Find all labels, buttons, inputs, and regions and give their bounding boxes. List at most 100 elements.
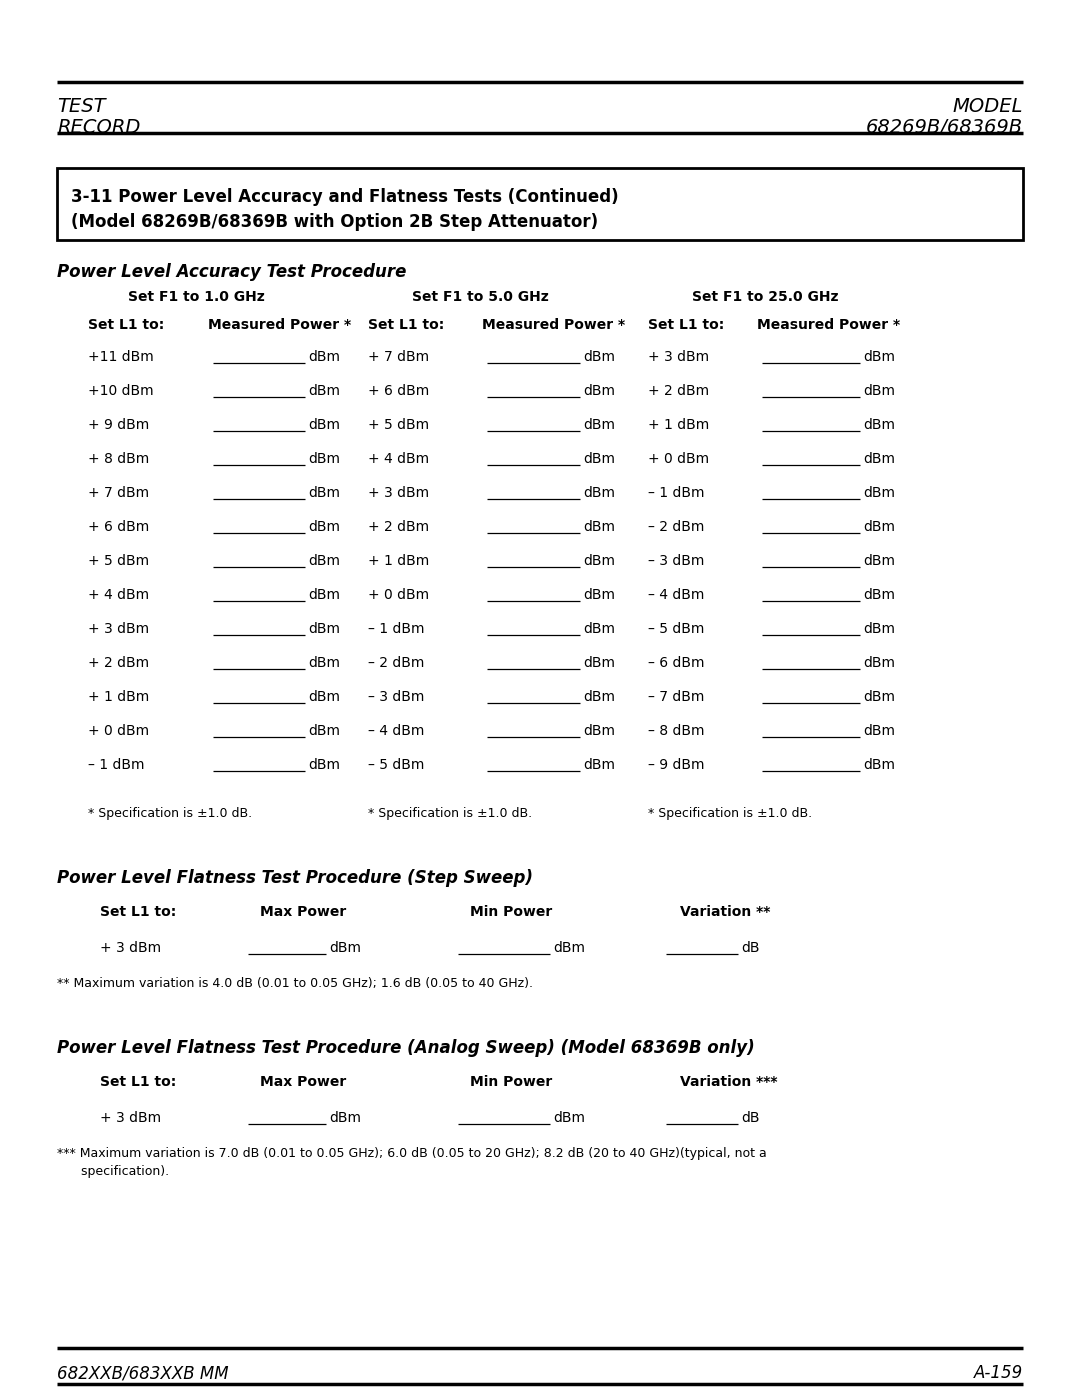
Text: dBm: dBm <box>583 622 615 636</box>
Text: + 2 dBm: + 2 dBm <box>368 520 429 534</box>
Text: dBm: dBm <box>863 418 895 432</box>
Text: * Specification is ±1.0 dB.: * Specification is ±1.0 dB. <box>87 807 252 820</box>
Text: 68269B/68369B: 68269B/68369B <box>866 117 1023 137</box>
Text: (Model 68269B/68369B with Option 2B Step Attenuator): (Model 68269B/68369B with Option 2B Step… <box>71 212 598 231</box>
Text: Power Level Accuracy Test Procedure: Power Level Accuracy Test Procedure <box>57 263 406 281</box>
Text: dBm: dBm <box>553 942 585 956</box>
Text: dBm: dBm <box>863 384 895 398</box>
Text: 682XXB/683XXB MM: 682XXB/683XXB MM <box>57 1363 229 1382</box>
Text: *** Maximum variation is 7.0 dB (0.01 to 0.05 GHz); 6.0 dB (0.05 to 20 GHz); 8.2: *** Maximum variation is 7.0 dB (0.01 to… <box>57 1147 767 1160</box>
Text: + 3 dBm: + 3 dBm <box>368 486 429 500</box>
Text: 3-11 Power Level Accuracy and Flatness Tests (Continued): 3-11 Power Level Accuracy and Flatness T… <box>71 189 619 205</box>
Text: Set F1 to 5.0 GHz: Set F1 to 5.0 GHz <box>411 291 549 305</box>
Text: Max Power: Max Power <box>260 1076 347 1090</box>
Text: Power Level Flatness Test Procedure (Step Sweep): Power Level Flatness Test Procedure (Ste… <box>57 869 534 887</box>
Text: dBm: dBm <box>863 622 895 636</box>
Text: dBm: dBm <box>553 1111 585 1125</box>
Text: + 0 dBm: + 0 dBm <box>368 588 429 602</box>
Text: – 3 dBm: – 3 dBm <box>648 555 704 569</box>
Text: + 6 dBm: + 6 dBm <box>368 384 429 398</box>
Text: + 0 dBm: + 0 dBm <box>87 724 149 738</box>
Text: + 9 dBm: + 9 dBm <box>87 418 149 432</box>
Text: dBm: dBm <box>863 520 895 534</box>
Text: + 1 dBm: + 1 dBm <box>648 418 710 432</box>
Text: Set L1 to:: Set L1 to: <box>100 1076 176 1090</box>
Text: dBm: dBm <box>583 453 615 467</box>
Text: dBm: dBm <box>583 486 615 500</box>
Text: dBm: dBm <box>308 622 340 636</box>
Text: dBm: dBm <box>863 724 895 738</box>
Text: dB: dB <box>741 1111 759 1125</box>
Text: dBm: dBm <box>583 724 615 738</box>
Text: Variation **: Variation ** <box>680 905 770 919</box>
Text: dBm: dBm <box>329 1111 361 1125</box>
Text: + 7 dBm: + 7 dBm <box>87 486 149 500</box>
Text: dBm: dBm <box>863 759 895 773</box>
Text: + 3 dBm: + 3 dBm <box>648 351 710 365</box>
Text: Min Power: Min Power <box>470 1076 552 1090</box>
Text: – 5 dBm: – 5 dBm <box>368 759 424 773</box>
Text: dBm: dBm <box>583 555 615 569</box>
Text: Set L1 to:: Set L1 to: <box>648 319 725 332</box>
Text: dBm: dBm <box>308 418 340 432</box>
Text: dBm: dBm <box>308 690 340 704</box>
Text: – 2 dBm: – 2 dBm <box>648 520 704 534</box>
Text: Min Power: Min Power <box>470 905 552 919</box>
Text: – 1 dBm: – 1 dBm <box>87 759 145 773</box>
Text: + 8 dBm: + 8 dBm <box>87 453 149 467</box>
Text: + 4 dBm: + 4 dBm <box>368 453 429 467</box>
Text: * Specification is ±1.0 dB.: * Specification is ±1.0 dB. <box>648 807 812 820</box>
Text: dBm: dBm <box>329 942 361 956</box>
Text: – 7 dBm: – 7 dBm <box>648 690 704 704</box>
Text: dB: dB <box>741 942 759 956</box>
Text: +11 dBm: +11 dBm <box>87 351 153 365</box>
Text: – 3 dBm: – 3 dBm <box>368 690 424 704</box>
Text: – 4 dBm: – 4 dBm <box>368 724 424 738</box>
Text: + 3 dBm: + 3 dBm <box>87 622 149 636</box>
Text: Set L1 to:: Set L1 to: <box>368 319 444 332</box>
Text: dBm: dBm <box>583 520 615 534</box>
Text: dBm: dBm <box>863 690 895 704</box>
Text: Variation ***: Variation *** <box>680 1076 778 1090</box>
Text: + 0 dBm: + 0 dBm <box>648 453 710 467</box>
Text: dBm: dBm <box>583 657 615 671</box>
Text: dBm: dBm <box>863 657 895 671</box>
Text: + 1 dBm: + 1 dBm <box>368 555 429 569</box>
Text: dBm: dBm <box>308 520 340 534</box>
Text: dBm: dBm <box>308 384 340 398</box>
Text: dBm: dBm <box>863 453 895 467</box>
Text: + 5 dBm: + 5 dBm <box>368 418 429 432</box>
Text: – 6 dBm: – 6 dBm <box>648 657 704 671</box>
Text: dBm: dBm <box>583 690 615 704</box>
Text: + 1 dBm: + 1 dBm <box>87 690 149 704</box>
Text: Power Level Flatness Test Procedure (Analog Sweep) (Model 68369B only): Power Level Flatness Test Procedure (Ana… <box>57 1039 755 1058</box>
Text: + 6 dBm: + 6 dBm <box>87 520 149 534</box>
Text: Set F1 to 25.0 GHz: Set F1 to 25.0 GHz <box>692 291 838 305</box>
Text: ** Maximum variation is 4.0 dB (0.01 to 0.05 GHz); 1.6 dB (0.05 to 40 GHz).: ** Maximum variation is 4.0 dB (0.01 to … <box>57 977 534 990</box>
Text: RECORD: RECORD <box>57 117 140 137</box>
Text: dBm: dBm <box>583 588 615 602</box>
Text: A-159: A-159 <box>974 1363 1023 1382</box>
Text: – 4 dBm: – 4 dBm <box>648 588 704 602</box>
Text: dBm: dBm <box>583 384 615 398</box>
Text: Measured Power *: Measured Power * <box>482 319 625 332</box>
Text: dBm: dBm <box>308 657 340 671</box>
Text: – 2 dBm: – 2 dBm <box>368 657 424 671</box>
Text: dBm: dBm <box>308 759 340 773</box>
Text: * Specification is ±1.0 dB.: * Specification is ±1.0 dB. <box>368 807 532 820</box>
Text: Max Power: Max Power <box>260 905 347 919</box>
Text: + 7 dBm: + 7 dBm <box>368 351 429 365</box>
Text: – 5 dBm: – 5 dBm <box>648 622 704 636</box>
Text: dBm: dBm <box>308 453 340 467</box>
Text: Measured Power *: Measured Power * <box>208 319 351 332</box>
Text: Set L1 to:: Set L1 to: <box>100 905 176 919</box>
Text: – 9 dBm: – 9 dBm <box>648 759 704 773</box>
Text: dBm: dBm <box>863 351 895 365</box>
Text: dBm: dBm <box>308 351 340 365</box>
Text: + 4 dBm: + 4 dBm <box>87 588 149 602</box>
Text: + 3 dBm: + 3 dBm <box>100 1111 161 1125</box>
Text: + 2 dBm: + 2 dBm <box>87 657 149 671</box>
Text: dBm: dBm <box>583 351 615 365</box>
Text: dBm: dBm <box>863 486 895 500</box>
Text: +10 dBm: +10 dBm <box>87 384 153 398</box>
